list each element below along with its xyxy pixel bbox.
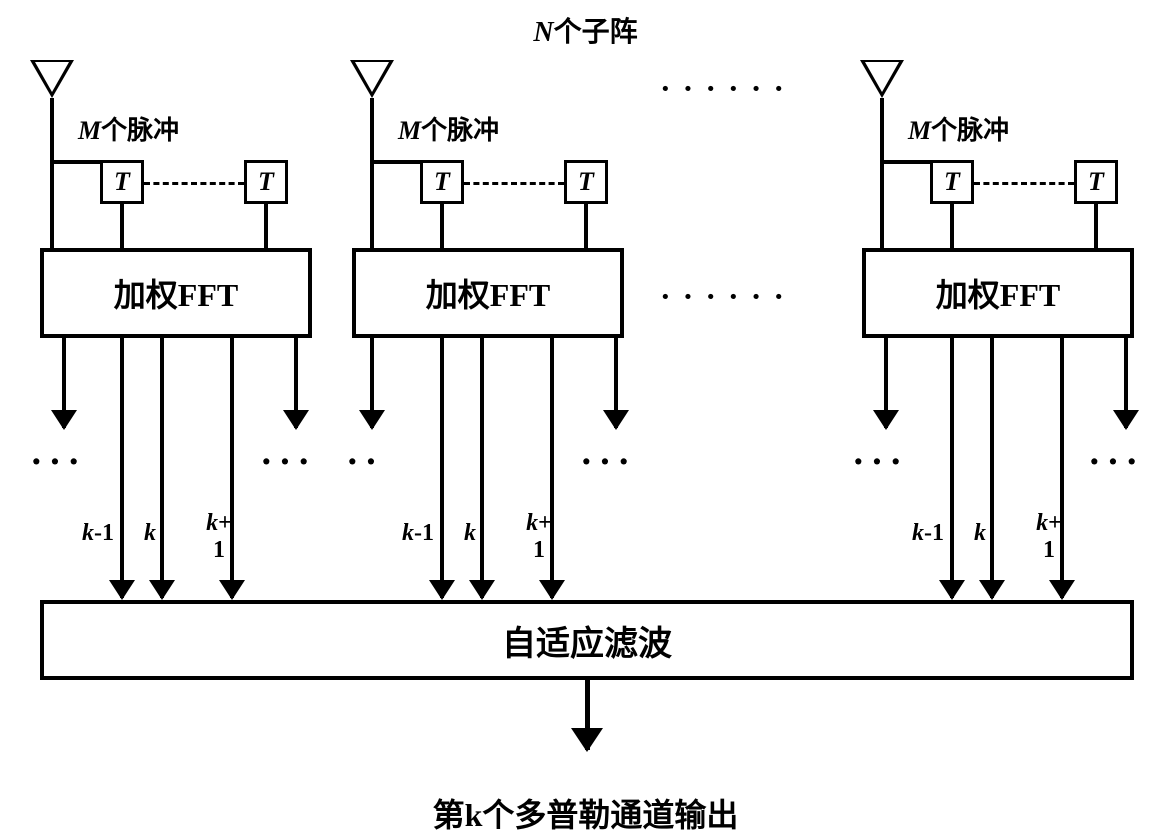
- fft-box-1: 加权FFT: [40, 248, 312, 338]
- dash-1: [144, 182, 244, 185]
- dots-1-right: ···: [260, 440, 316, 484]
- arr-1-5: [294, 338, 298, 428]
- ellipsis-top: ······: [660, 70, 796, 107]
- pulse-label-3: M个脉冲: [908, 110, 1009, 147]
- dots-2-right: ···: [580, 440, 636, 484]
- klabel-2-km1: k-1: [402, 520, 434, 547]
- tline-2b: [584, 204, 588, 248]
- stem-2: [370, 98, 374, 248]
- dash-2: [464, 182, 564, 185]
- output-arrow: [585, 680, 590, 750]
- arr-2-2: [440, 338, 444, 598]
- t-box-2b: T: [564, 160, 608, 204]
- tline-1a: [120, 204, 124, 248]
- tline-2a: [440, 204, 444, 248]
- t-box-1b: T: [244, 160, 288, 204]
- stem-3: [880, 98, 884, 248]
- klabel-3-kp1: k+1: [1034, 510, 1064, 564]
- t-box-2a: T: [420, 160, 464, 204]
- t-box-3b: T: [1074, 160, 1118, 204]
- dash-3: [974, 182, 1074, 185]
- t-box-1a: T: [100, 160, 144, 204]
- arr-3-3: [990, 338, 994, 598]
- adaptive-filter-box: 自适应滤波: [40, 600, 1134, 680]
- fft-box-3: 加权FFT: [862, 248, 1134, 338]
- dots-3-right: ···: [1088, 440, 1144, 484]
- arr-3-1: [884, 338, 888, 428]
- arr-3-5: [1124, 338, 1128, 428]
- output-label: 第k个多普勒通道输出: [0, 790, 1171, 836]
- klabel-1-kp1: k+1: [204, 510, 234, 564]
- dots-3-left: ···: [852, 440, 908, 484]
- ellipsis-fft: ······: [660, 278, 796, 315]
- fft-box-2: 加权FFT: [352, 248, 624, 338]
- arr-1-3: [160, 338, 164, 598]
- pulse-label-2: M个脉冲: [398, 110, 499, 147]
- antenna-2: [350, 60, 394, 98]
- klabel-1-k: k: [144, 520, 156, 547]
- klabel-1-km1: k-1: [82, 520, 114, 547]
- t-box-3a: T: [930, 160, 974, 204]
- klabel-2-k: k: [464, 520, 476, 547]
- dots-2-left: ··: [346, 440, 383, 484]
- arr-1-1: [62, 338, 66, 428]
- antenna-3: [860, 60, 904, 98]
- arr-1-2: [120, 338, 124, 598]
- dots-1-left: ···: [30, 440, 86, 484]
- tline-3b: [1094, 204, 1098, 248]
- arr-2-5: [614, 338, 618, 428]
- klabel-3-km1: k-1: [912, 520, 944, 547]
- arr-2-3: [480, 338, 484, 598]
- tline-1b: [264, 204, 268, 248]
- diagram-title: N个子阵: [533, 10, 637, 50]
- arr-2-1: [370, 338, 374, 428]
- antenna-1: [30, 60, 74, 98]
- klabel-3-k: k: [974, 520, 986, 547]
- stem-1: [50, 98, 54, 248]
- arr-3-2: [950, 338, 954, 598]
- tline-3a: [950, 204, 954, 248]
- klabel-2-kp1: k+1: [524, 510, 554, 564]
- pulse-label-1: M个脉冲: [78, 110, 179, 147]
